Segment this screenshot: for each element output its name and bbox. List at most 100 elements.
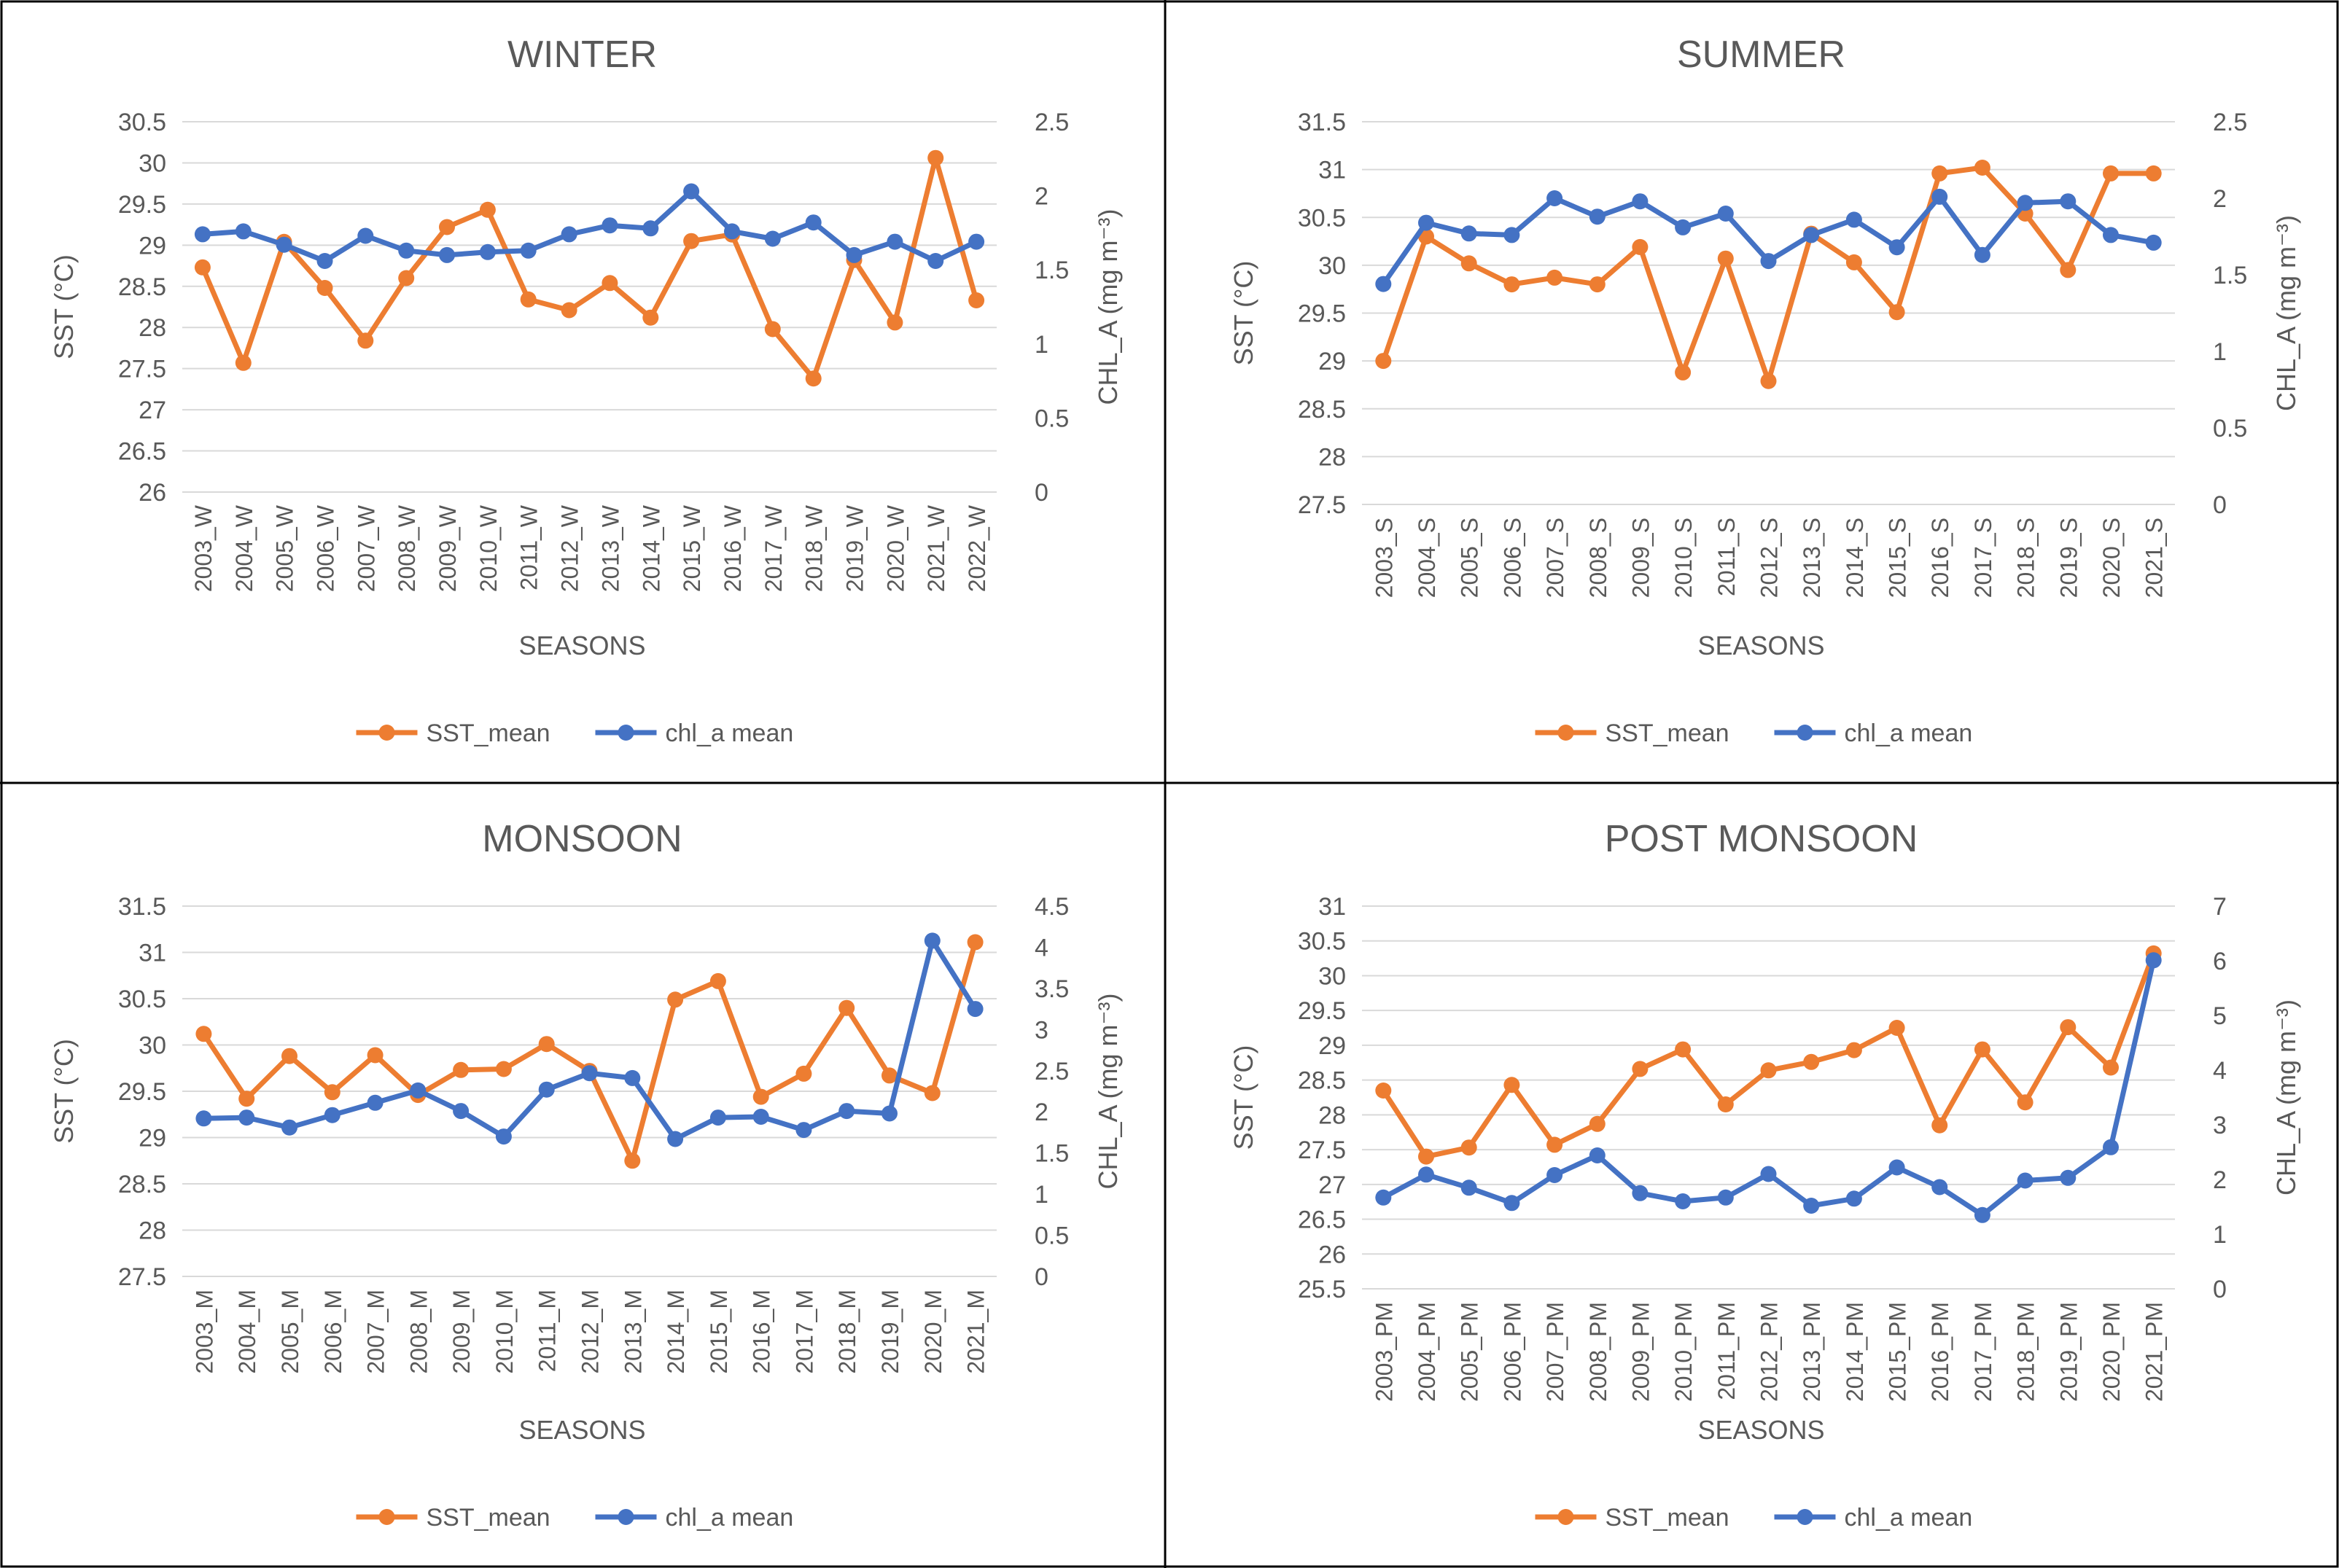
x-tick-label: 2010_M xyxy=(491,1290,518,1374)
x-axis-title: SEASONS xyxy=(518,631,645,660)
data-point-chl-a-mean xyxy=(1760,253,1777,270)
data-point-sst-mean xyxy=(924,1085,941,1101)
data-point-chl-a-mean xyxy=(453,1103,470,1120)
x-tick-label: 2020_S xyxy=(2098,518,2125,598)
data-point-sst-mean xyxy=(2145,165,2162,182)
x-tick-label: 2013_M xyxy=(620,1290,646,1374)
chart-title: SUMMER xyxy=(1677,34,1845,76)
x-tick-label: 2016_S xyxy=(1927,518,1953,598)
data-point-sst-mean xyxy=(1632,1061,1649,1077)
left-axis-tick-label: 30 xyxy=(1318,962,1346,990)
right-axis-tick-label: 4.5 xyxy=(1035,893,1069,921)
left-axis-tick-label: 26.5 xyxy=(1298,1206,1346,1234)
data-point-chl-a-mean xyxy=(1418,214,1434,231)
left-axis-tick-label: 31.5 xyxy=(1298,109,1346,136)
legend-label: SST_mean xyxy=(1606,719,1729,747)
data-point-sst-mean xyxy=(2017,1094,2034,1111)
series-chl-a-mean xyxy=(1375,952,2162,1223)
data-point-chl-a-mean xyxy=(538,1081,555,1098)
x-tick-label: 2005_M xyxy=(277,1290,303,1374)
right-axis-tick-label: 4 xyxy=(2213,1057,2227,1085)
data-point-sst-mean xyxy=(752,1088,769,1105)
data-point-sst-mean xyxy=(1589,276,1606,293)
data-point-chl-a-mean xyxy=(1803,227,1820,243)
data-point-sst-mean xyxy=(1675,1041,1692,1058)
left-axis-title: SST (°C) xyxy=(49,1039,79,1144)
chart-title: POST MONSOON xyxy=(1605,818,1918,860)
series-sst-mean xyxy=(1375,945,2162,1165)
right-axis-tick-label: 7 xyxy=(2213,893,2227,921)
chart-panel-monsoon: MONSOON27.52828.52929.53030.53131.500.51… xyxy=(49,818,1123,1532)
data-point-chl-a-mean xyxy=(195,1110,212,1127)
data-point-sst-mean xyxy=(1546,1136,1563,1153)
right-axis-tick-label: 0.5 xyxy=(1035,1222,1069,1250)
right-axis-tick-label: 6 xyxy=(2213,948,2227,975)
x-tick-label: 2008_PM xyxy=(1585,1302,1611,1402)
legend-swatch-marker xyxy=(378,725,395,741)
x-tick-label: 2006_W xyxy=(312,504,338,592)
data-point-sst-mean xyxy=(238,1091,255,1107)
x-tick-label: 2009_M xyxy=(448,1290,475,1374)
data-point-chl-a-mean xyxy=(1974,246,1990,263)
legend-swatch-marker xyxy=(1797,1509,1813,1525)
legend: SST_mean chl_a mean xyxy=(1535,1504,1972,1532)
left-axis-tick-label: 31 xyxy=(1318,157,1346,184)
data-point-chl-a-mean xyxy=(1589,1147,1606,1163)
data-point-chl-a-mean xyxy=(2060,193,2077,210)
x-tick-label: 2006_PM xyxy=(1499,1302,1525,1402)
data-point-chl-a-mean xyxy=(1845,1190,1862,1207)
data-point-sst-mean xyxy=(324,1084,340,1101)
x-tick-label: 2021_PM xyxy=(2141,1302,2168,1402)
right-axis-tick-label: 3 xyxy=(1035,1016,1048,1044)
right-axis-tick-label: 2.5 xyxy=(1035,1058,1069,1085)
data-point-sst-mean xyxy=(624,1152,641,1169)
data-point-chl-a-mean xyxy=(881,1105,898,1122)
data-point-chl-a-mean xyxy=(581,1065,598,1082)
data-point-sst-mean xyxy=(495,1061,512,1077)
x-tick-label: 2021_M xyxy=(963,1290,989,1374)
data-point-chl-a-mean xyxy=(1803,1198,1820,1214)
left-axis-tick-label: 28.5 xyxy=(118,1171,166,1198)
data-point-chl-a-mean xyxy=(1888,239,1905,256)
data-point-sst-mean xyxy=(838,999,855,1016)
x-tick-label: 2016_PM xyxy=(1927,1302,1953,1402)
data-point-sst-mean xyxy=(1503,276,1520,293)
x-tick-label: 2014_W xyxy=(638,504,664,592)
x-tick-label: 2007_PM xyxy=(1542,1302,1568,1402)
x-tick-label: 2005_PM xyxy=(1457,1302,1483,1402)
x-tick-label: 2013_PM xyxy=(1799,1302,1825,1402)
data-point-chl-a-mean xyxy=(1974,1206,1990,1223)
legend-label: chl_a mean xyxy=(1845,719,1973,747)
data-point-sst-mean xyxy=(1460,255,1477,272)
right-axis-tick-label: 0 xyxy=(2213,491,2227,519)
right-axis-title: CHL_A (mg m⁻³) xyxy=(2271,999,2301,1195)
x-tick-label: 2013_S xyxy=(1799,518,1825,598)
x-tick-label: 2007_M xyxy=(363,1290,389,1374)
data-point-chl-a-mean xyxy=(357,227,374,244)
data-point-chl-a-mean xyxy=(2103,227,2119,243)
left-axis-tick-label: 29.5 xyxy=(1298,997,1346,1025)
data-point-chl-a-mean xyxy=(1503,1195,1520,1212)
x-tick-label: 2013_W xyxy=(597,504,623,592)
right-axis-tick-label: 2 xyxy=(2213,1166,2227,1194)
left-axis-tick-label: 27 xyxy=(1318,1171,1346,1199)
x-tick-label: 2020_M xyxy=(920,1290,946,1374)
data-point-chl-a-mean xyxy=(1675,219,1692,235)
data-point-sst-mean xyxy=(479,201,496,218)
x-tick-label: 2017_W xyxy=(760,504,787,592)
data-point-chl-a-mean xyxy=(642,220,659,237)
chart-panel-post-monsoon: POST MONSOON25.52626.52727.52828.52929.5… xyxy=(1229,818,2301,1532)
x-tick-label: 2009_PM xyxy=(1627,1302,1654,1402)
data-point-sst-mean xyxy=(795,1065,812,1082)
left-axis-tick-label: 31 xyxy=(1318,893,1346,921)
data-point-sst-mean xyxy=(1675,364,1692,381)
left-axis-tick-label: 28 xyxy=(1318,443,1346,471)
chart-panel-summer: SUMMER 27.5 28 28.5 29 29.5 30 30.5 31 31.5 0 0.5 1 1… xyxy=(1229,34,2301,747)
left-axis-tick-label: 29.5 xyxy=(118,191,166,219)
data-point-chl-a-mean xyxy=(520,242,537,259)
left-axis-tick-label: 26 xyxy=(1318,1241,1346,1268)
x-tick-label: 2015_S xyxy=(1885,518,1911,598)
right-axis-tick-label: 2 xyxy=(1035,183,1048,211)
data-point-chl-a-mean xyxy=(2060,1169,2077,1186)
data-point-chl-a-mean xyxy=(1888,1159,1905,1176)
